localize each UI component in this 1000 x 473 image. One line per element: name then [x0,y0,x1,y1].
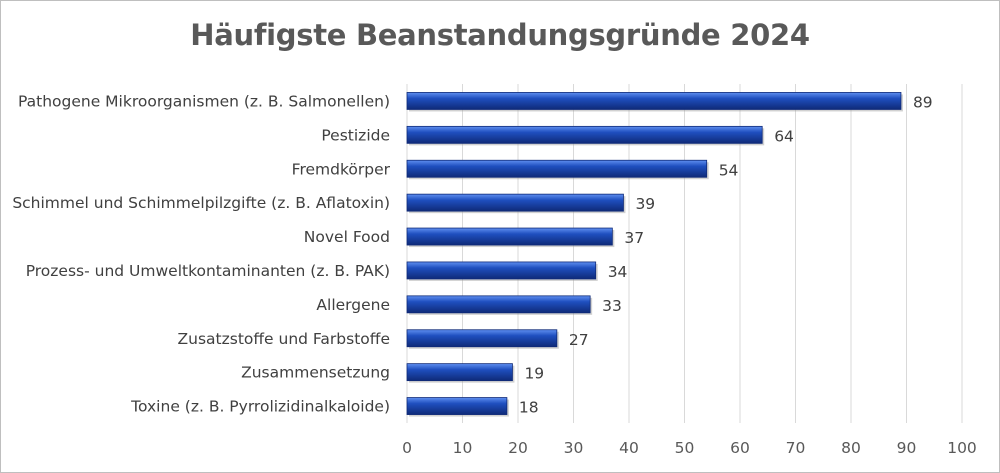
x-tick-label: 0 [402,439,412,457]
x-tick-label: 40 [619,439,639,457]
data-label: 89 [913,93,933,111]
category-label: Pestizide [321,126,390,144]
x-tick-label: 30 [564,439,584,457]
data-label: 54 [719,161,739,179]
category-label: Zusammensetzung [241,364,390,382]
category-label: Novel Food [304,228,390,246]
chart-title: Häufigste Beanstandungsgründe 2024 [190,18,810,52]
data-label: 33 [602,297,622,315]
bar-rect [406,329,558,348]
data-label: 34 [608,263,628,281]
bar-rect [406,159,708,178]
data-label: 39 [635,195,655,213]
bar-rect [406,261,597,280]
bars [406,92,903,417]
x-tick-label: 50 [675,439,695,457]
data-label: 19 [524,365,544,383]
category-label: Zusatzstoffe und Farbstoffe [178,330,390,348]
bar-rect [406,193,624,212]
x-tick-label: 20 [508,439,528,457]
x-tick-label: 10 [453,439,473,457]
bar-rect [406,363,513,382]
bar-5 [406,227,615,248]
bar-1 [406,92,903,112]
x-tick-label: 70 [786,439,806,457]
bar-2 [406,125,765,146]
category-label: Toxine (z. B. Pyrrolizidinalkaloide) [130,398,390,416]
bar-rect [406,295,591,314]
category-label: Pathogene Mikroorganismen (z. B. Salmone… [18,92,390,110]
bar-7 [406,295,593,315]
x-tick-label: 100 [947,439,977,457]
data-label: 64 [774,127,794,145]
category-label: Prozess- und Umweltkontaminanten (z. B. … [26,262,390,280]
bar-10 [406,397,509,417]
bar-4 [406,193,626,214]
category-label: Allergene [316,296,390,314]
bar-rect [406,397,508,415]
bar-rect [406,92,902,110]
bar-rect [406,125,763,144]
x-tick-label: 90 [897,439,917,457]
data-label: 37 [624,229,644,247]
bar-rect [406,227,613,246]
x-tick-label: 80 [841,439,861,457]
labels: 0 10 20 30 40 50 60 70 80 90 100 Pathogene Mikroorg… [12,92,976,457]
bar-9 [406,363,515,383]
category-label: Schimmel und Schimmelpilzgifte (z. B. Af… [12,194,390,212]
bar-3 [406,159,709,180]
bar-8 [406,329,559,349]
category-label: Fremdkörper [292,160,391,178]
x-tick-label: 60 [730,439,750,457]
bar-6 [406,261,598,281]
data-label: 27 [569,331,589,349]
data-label: 18 [519,399,539,417]
